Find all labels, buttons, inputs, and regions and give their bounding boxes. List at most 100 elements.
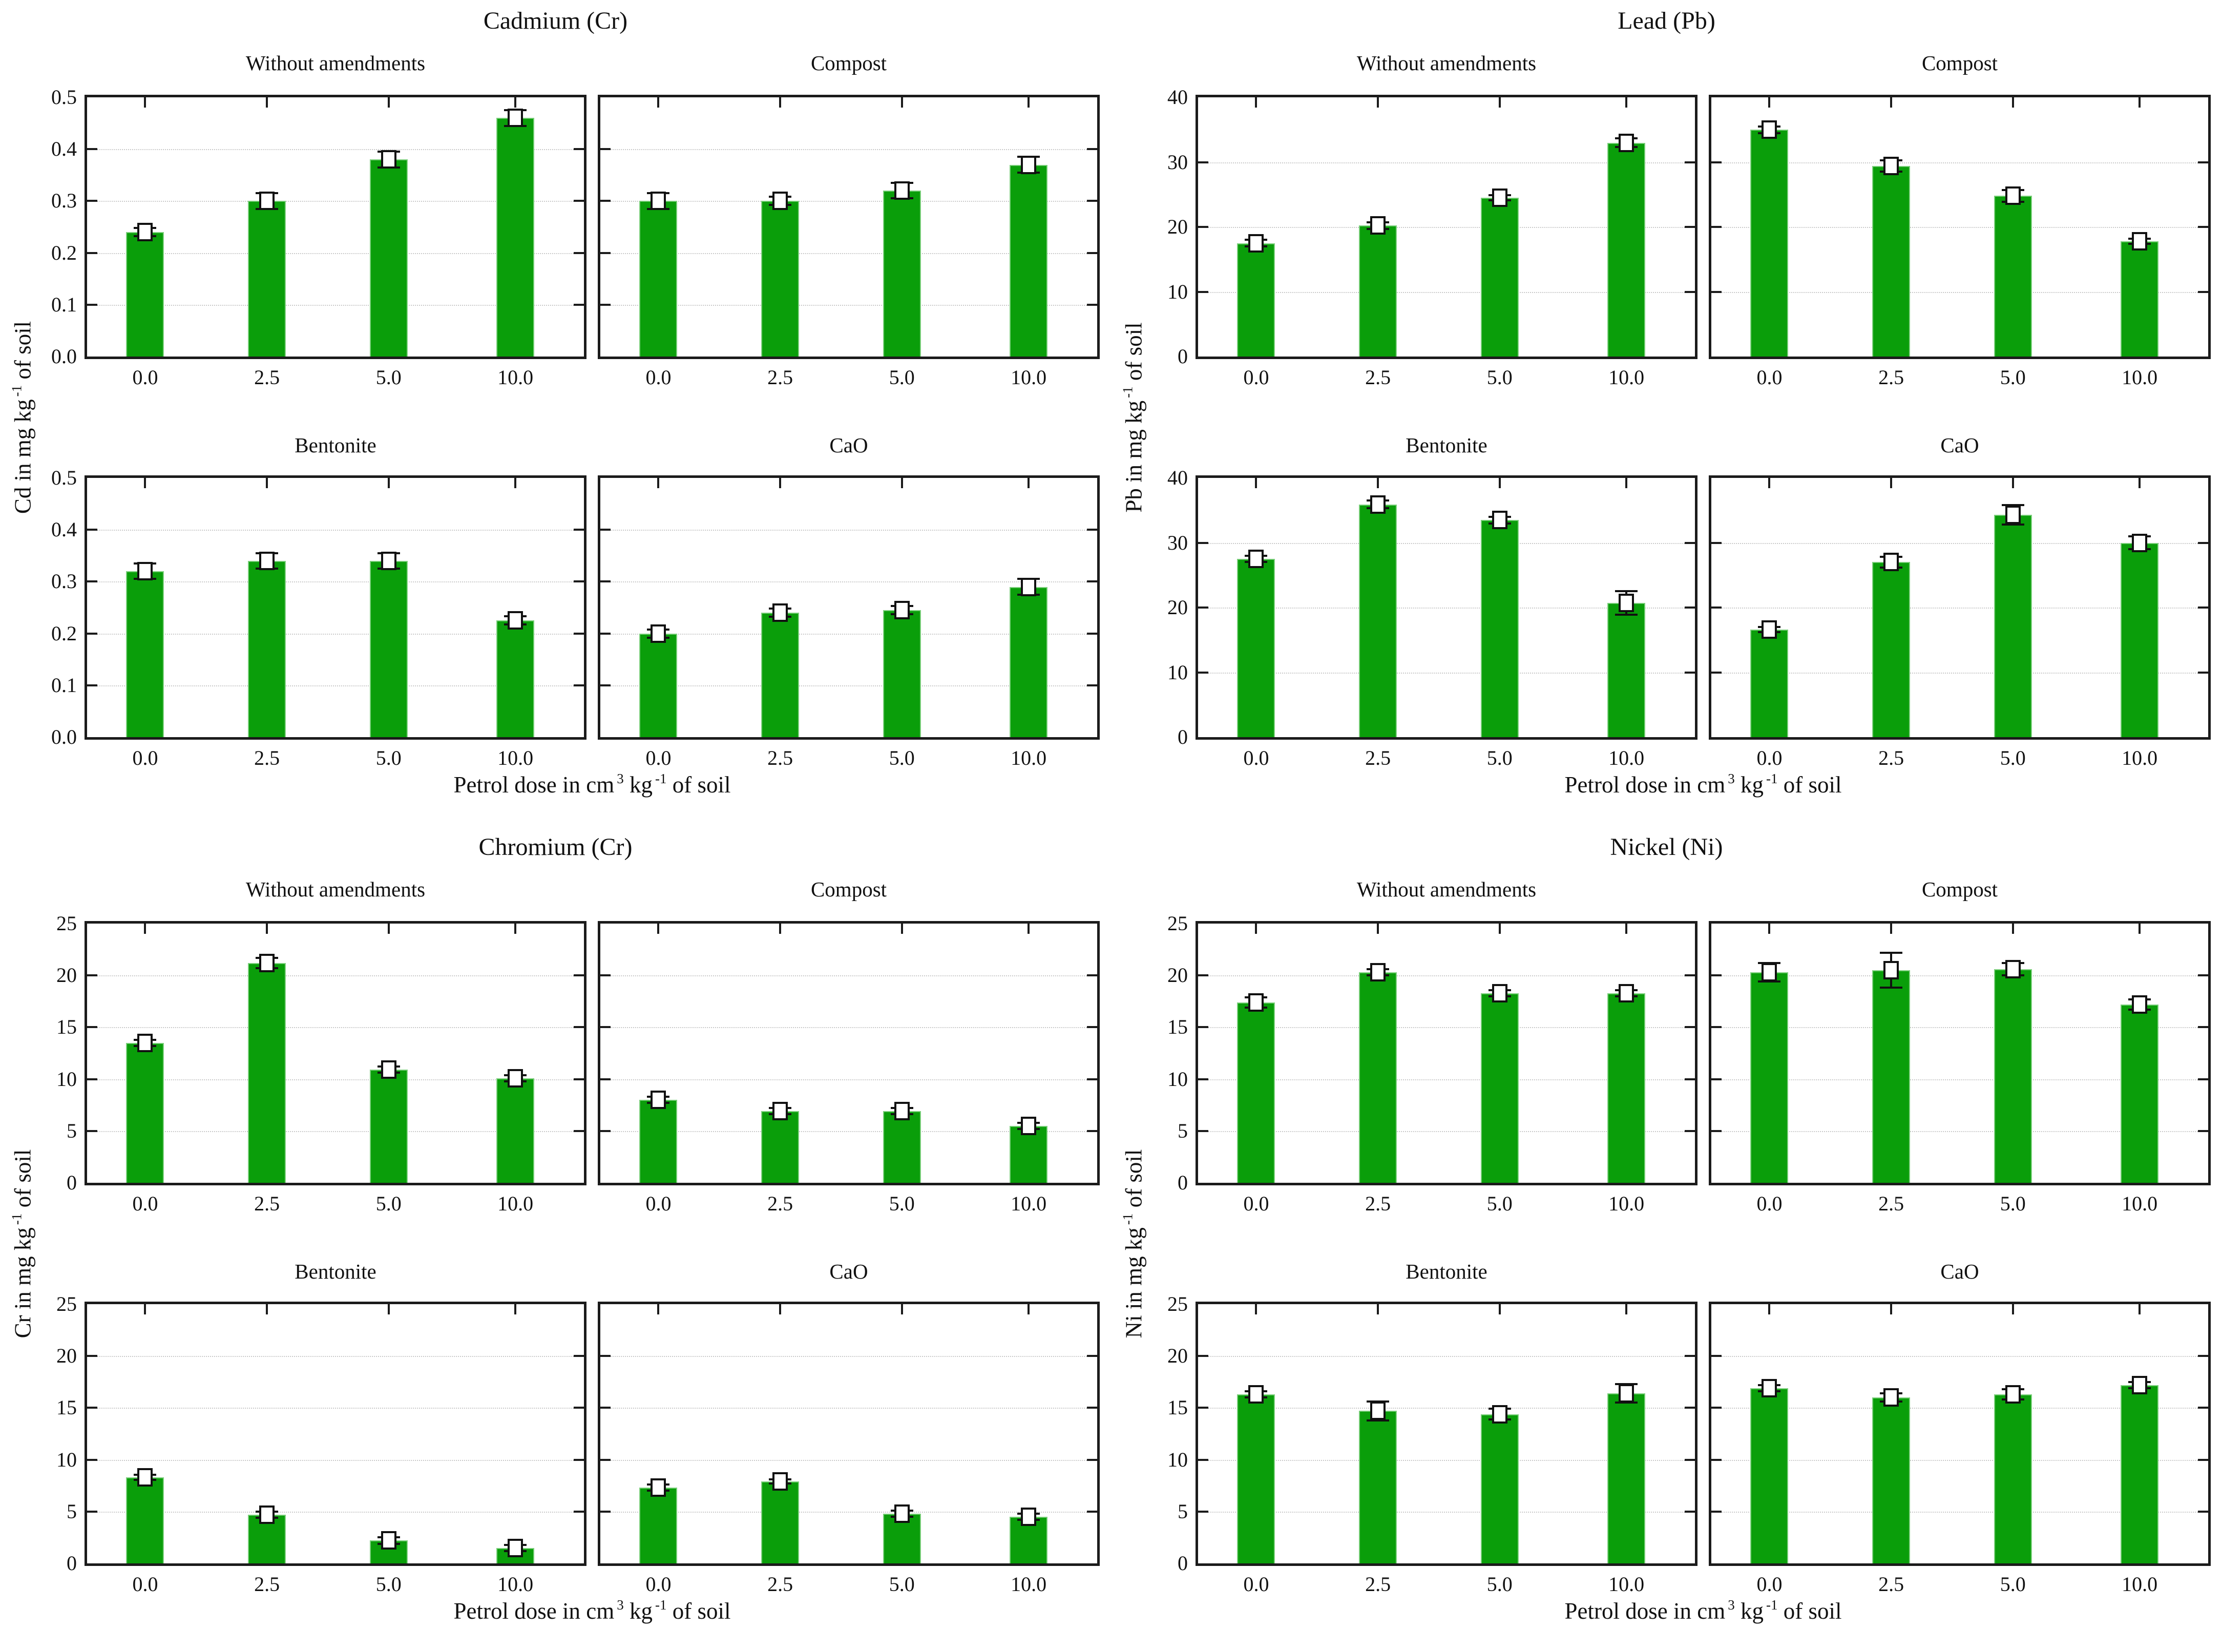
y-tick <box>87 1130 97 1132</box>
subplot-title-compost: Compost <box>1921 877 1998 901</box>
mean-marker <box>1248 550 1264 569</box>
bar <box>1237 559 1275 737</box>
mean-marker <box>2005 1385 2021 1404</box>
bar <box>2121 1004 2159 1183</box>
x-tick <box>1625 924 1628 934</box>
label-text: Petrol dose in cm <box>453 1598 615 1624</box>
x-tick <box>1768 97 1771 108</box>
mean-marker <box>381 1531 396 1550</box>
label-text: of soil <box>1121 1149 1147 1214</box>
mean-marker <box>2132 1375 2148 1394</box>
grid-line <box>1711 672 2208 674</box>
bar <box>639 1100 678 1183</box>
x-tick-label: 10.0 <box>497 1192 534 1215</box>
mean-marker <box>772 603 788 622</box>
y-tick <box>87 1510 97 1513</box>
y-tick <box>574 1355 584 1357</box>
x-tick-label: 5.0 <box>889 746 915 769</box>
bar <box>883 1111 921 1183</box>
y-axis-label-text: Cd in mg kg -1 of soil <box>9 321 36 513</box>
x-tick-label: 2.5 <box>1878 746 1904 769</box>
x-tick-label: 10.0 <box>497 366 534 389</box>
chart-title: Chromium (Cr) <box>478 833 633 861</box>
x-tick-label: 0.0 <box>1243 1192 1269 1215</box>
y-tick-label: 0.1 <box>51 673 77 697</box>
y-tick <box>1087 974 1097 977</box>
grid-line <box>600 685 1097 686</box>
y-tick <box>1711 607 1722 609</box>
y-axis-label-text: Ni in mg kg -1 of soil <box>1120 1149 1147 1338</box>
y-tick-label: 25 <box>56 1292 77 1315</box>
x-tick-label: 0.0 <box>645 1573 672 1596</box>
subplot-title-compost: Compost <box>810 51 887 75</box>
subplot-title-bentonite: Bentonite <box>295 1260 376 1283</box>
x-tick-label: 5.0 <box>2000 1573 2026 1596</box>
y-tick-label: 0 <box>67 1552 77 1575</box>
y-tick <box>600 1510 611 1513</box>
bar <box>496 118 535 357</box>
grid-line <box>1711 227 2208 228</box>
x-tick <box>1498 924 1501 934</box>
y-tick <box>1198 1407 1208 1409</box>
error-bar-cap-bottom <box>1758 980 1781 983</box>
grid-line <box>1711 1459 2208 1461</box>
y-tick-label: 25 <box>56 912 77 935</box>
y-tick <box>1711 1407 1722 1409</box>
superscript: -1 <box>1120 1213 1136 1225</box>
y-tick <box>1087 1078 1097 1080</box>
y-tick <box>600 148 611 151</box>
mean-marker <box>1762 620 1777 639</box>
mean-marker <box>508 1538 523 1557</box>
bar <box>248 560 286 737</box>
mean-marker <box>508 109 523 128</box>
subplot-title-bentonite: Bentonite <box>295 433 376 457</box>
y-tick <box>1198 1130 1208 1132</box>
y-tick-label: 0.4 <box>51 518 77 541</box>
panel-cao <box>598 1302 1100 1566</box>
y-tick <box>1711 1355 1722 1357</box>
bar <box>1010 164 1048 357</box>
y-tick-label: 0 <box>67 1171 77 1194</box>
grid-line <box>1711 1408 2208 1409</box>
y-tick-label: 25 <box>1167 912 1188 935</box>
y-tick <box>600 1078 611 1080</box>
y-tick <box>600 303 611 306</box>
superscript: -1 <box>9 385 25 396</box>
x-tick <box>1890 1304 1893 1314</box>
mean-marker <box>1021 1116 1037 1135</box>
bar <box>2121 1385 2159 1563</box>
y-tick <box>1198 541 1208 544</box>
y-tick <box>1087 1130 1097 1132</box>
x-tick <box>2011 478 2014 488</box>
y-tick <box>87 1026 97 1029</box>
mean-marker <box>2005 506 2021 525</box>
y-tick-label: 10 <box>1167 1067 1188 1091</box>
y-tick <box>1198 290 1208 293</box>
x-tick-label: 0.0 <box>132 366 158 389</box>
x-tick-label: 10.0 <box>1011 1192 1047 1215</box>
bar <box>761 201 800 357</box>
x-tick-label: 2.5 <box>1365 1573 1391 1596</box>
mean-marker <box>651 1478 666 1497</box>
mean-marker <box>1883 157 1899 176</box>
x-tick <box>514 1304 517 1314</box>
label-text: kg <box>623 1598 653 1624</box>
label-text: of soil <box>10 1149 36 1214</box>
x-tick-label: 5.0 <box>889 366 915 389</box>
panel-without-amendments <box>85 921 586 1185</box>
x-tick <box>1028 924 1030 934</box>
y-tick <box>1198 226 1208 228</box>
mean-marker <box>2005 960 2021 979</box>
y-tick <box>1711 1026 1722 1029</box>
x-tick <box>144 1304 146 1314</box>
x-tick-label: 2.5 <box>1365 746 1391 769</box>
y-tick <box>87 529 97 531</box>
x-tick-label: 5.0 <box>889 1573 915 1596</box>
error-bar-cap-top <box>2001 504 2024 507</box>
grid-line <box>87 149 584 151</box>
mean-marker <box>508 1069 523 1088</box>
grid-line <box>87 304 584 306</box>
grid-line <box>1711 162 2208 163</box>
y-tick <box>600 529 611 531</box>
y-tick-label: 0.5 <box>51 466 77 489</box>
